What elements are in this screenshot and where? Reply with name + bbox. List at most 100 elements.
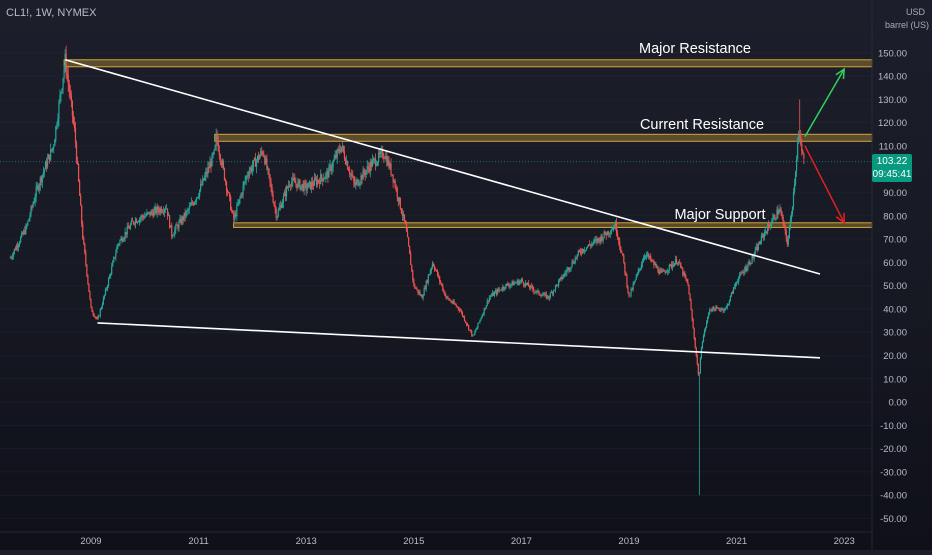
- candle-body: [272, 195, 274, 203]
- candle-body: [316, 179, 319, 185]
- candle-body: [626, 275, 628, 287]
- candle-body: [255, 160, 258, 167]
- candle-body: [387, 159, 389, 166]
- candle-body: [554, 285, 557, 291]
- candle-body: [142, 215, 144, 217]
- candle-body: [576, 254, 578, 258]
- candle-body: [564, 273, 566, 275]
- candle-body: [366, 166, 368, 171]
- candle-body: [615, 221, 618, 234]
- candle-body: [525, 282, 528, 285]
- candle-body: [769, 226, 771, 228]
- candle-body: [763, 232, 766, 237]
- candle-body: [596, 239, 598, 242]
- candle-body: [117, 244, 119, 247]
- candle-body: [687, 282, 689, 285]
- candle-body: [692, 319, 694, 329]
- candle-body: [165, 208, 168, 210]
- candle-body: [53, 146, 55, 148]
- candle-body: [289, 185, 291, 187]
- candle-body: [696, 355, 698, 364]
- y-tick-label: -50.00: [880, 514, 907, 525]
- grid: [0, 52, 872, 519]
- candle-body: [16, 245, 19, 248]
- candle-body: [487, 300, 489, 302]
- candle-body: [523, 284, 526, 286]
- candle-body: [697, 363, 699, 375]
- candle-body: [240, 194, 242, 198]
- candle-body: [111, 266, 113, 275]
- candle-body: [300, 185, 302, 190]
- candle-body: [295, 182, 297, 184]
- candle-body: [531, 285, 533, 287]
- candle-body: [740, 273, 742, 274]
- candle-body: [252, 160, 255, 167]
- time-axis[interactable]: 2009 2011 2013 2015 2017 2019 2021 2023: [0, 0, 873, 550]
- candle-body: [269, 174, 271, 182]
- candle-body: [503, 286, 505, 289]
- candle-body: [794, 171, 797, 184]
- x-tick-label: 2019: [618, 536, 639, 547]
- candle-body: [603, 231, 605, 238]
- candle-body: [500, 289, 502, 291]
- candle-body: [570, 266, 572, 269]
- candle-body: [789, 219, 791, 227]
- candle-body: [305, 183, 307, 191]
- candle-body: [459, 310, 461, 312]
- candle-body: [803, 153, 805, 159]
- zones: [63, 59, 873, 228]
- currency-unit[interactable]: USD barrel (US): [885, 6, 929, 32]
- candle-body: [107, 278, 110, 287]
- x-tick-label: 2021: [726, 536, 747, 547]
- candle-body: [264, 156, 266, 164]
- price-axis[interactable]: 150.00140.00130.00120.00110.00100.0090.0…: [878, 48, 907, 525]
- candle-body: [758, 243, 760, 245]
- candle-body: [375, 164, 378, 166]
- candle-body: [215, 134, 217, 146]
- arrow-head: [835, 67, 846, 80]
- candle-body: [196, 197, 199, 199]
- candle-body: [396, 188, 398, 198]
- candle-body: [284, 191, 287, 197]
- candles: [9, 45, 805, 496]
- candle-body: [653, 260, 655, 265]
- candle-body: [640, 264, 643, 269]
- candle-body: [434, 269, 437, 271]
- candle-body: [172, 235, 174, 237]
- candle-body: [29, 215, 31, 219]
- candle-body: [341, 145, 344, 147]
- candle-body: [380, 151, 382, 155]
- candle-body: [422, 295, 424, 299]
- candle-body: [717, 308, 719, 309]
- candle-body: [605, 234, 607, 236]
- symbol-title[interactable]: CL1!, 1W, NYMEX: [6, 7, 97, 19]
- candle-body: [712, 306, 714, 311]
- y-tick-label: 150.00: [878, 48, 907, 59]
- candle-body: [575, 257, 577, 259]
- candle-body: [157, 206, 159, 211]
- candle-body: [184, 212, 186, 217]
- candle-body: [281, 202, 284, 208]
- candle-body: [278, 207, 280, 211]
- candle-body: [439, 276, 441, 282]
- y-tick-label: -30.00: [880, 467, 907, 478]
- candle-body: [465, 322, 468, 325]
- candle-body: [635, 275, 637, 280]
- candle-body: [754, 249, 756, 255]
- candle-body: [11, 256, 13, 258]
- candle-body: [683, 272, 685, 275]
- candle-body: [643, 256, 646, 259]
- candle-body: [282, 195, 285, 203]
- candle-body: [561, 277, 563, 280]
- candle-body: [657, 266, 659, 272]
- candle-body: [103, 294, 106, 298]
- candle-body: [205, 171, 207, 176]
- candle-body: [229, 192, 231, 197]
- candle-body: [263, 154, 265, 157]
- zone-label: Major Resistance: [639, 41, 751, 57]
- candle-body: [133, 223, 136, 225]
- candle-body: [404, 220, 407, 225]
- candle-body: [86, 264, 88, 276]
